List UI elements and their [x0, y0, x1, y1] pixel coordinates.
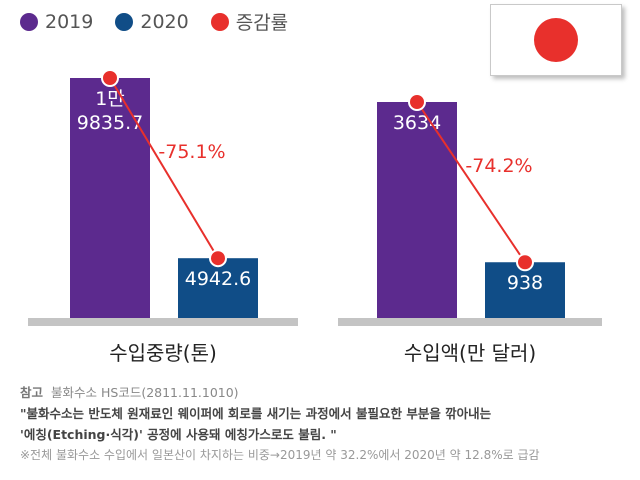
legend-swatch-2019 — [20, 12, 38, 31]
weight-value-label-2020: 4942.6 — [185, 268, 251, 290]
legend-label-2019: 2019 — [45, 10, 94, 33]
legend-swatch-change-rate — [210, 12, 229, 31]
bar-charts: 1만 9835.7 4942.6 -75.1% 수입중량(톤) 3634 938 -74.2%… — [28, 69, 602, 365]
legend-label-2020: 2020 — [140, 10, 189, 33]
reference-label: 참고 — [20, 385, 44, 400]
weight-change-line — [109, 77, 219, 259]
legend-item-change-rate: 증감률 — [210, 8, 289, 35]
amount-bar-2020 — [485, 262, 565, 318]
footnote: ※전체 불화수소 수입에서 일본산이 차지하는 비중→2019년 약 32.2%… — [20, 448, 540, 462]
weight-axis-label: 수입중량(톤) — [109, 341, 217, 365]
weight-change-label: -75.1% — [158, 141, 225, 163]
amount-baseline — [338, 318, 602, 326]
weight-change-dot-2019 — [101, 69, 119, 87]
amount-change-dot-2019 — [408, 93, 426, 111]
weight-bar-2020 — [178, 258, 258, 318]
amount-value-label-2019: 3634 — [393, 112, 441, 134]
weight-baseline — [28, 318, 298, 326]
legend-swatch-2020 — [115, 12, 134, 31]
amount-value-label-2020: 938 — [507, 272, 543, 294]
legend-label-change-rate: 증감률 — [235, 12, 289, 34]
definition-line-1: "불화수소는 반도체 원재료인 웨이퍼에 회로를 새기는 과정에서 불필요한 부… — [20, 406, 492, 421]
japan-flag-icon — [490, 4, 622, 76]
reference-line: 참고 불화수소 HS코드(2811.11.1010) — [20, 382, 620, 403]
amount-bar-2019 — [377, 102, 457, 318]
amount-axis-label: 수입액(만 달러) — [404, 341, 536, 365]
weight-value-label-2019: 1만 9835.7 — [77, 88, 143, 134]
amount-change-line — [416, 101, 526, 263]
flag-red-disc — [534, 18, 578, 62]
notes-section: 참고 불화수소 HS코드(2811.11.1010) "불화수소는 반도체 원재료… — [20, 382, 620, 466]
legend-item-2020: 2020 — [115, 10, 189, 33]
weight-change-dot-2020 — [209, 249, 227, 268]
hs-code-text: 불화수소 HS코드(2811.11.1010) — [51, 385, 239, 400]
legend-item-2019: 2019 — [20, 11, 93, 33]
legend: 2019 2020 증감률 — [20, 8, 310, 35]
definition-line-2: '에칭(Etching·식각)' 공정에 사용돼 에칭가스로도 불림. " — [20, 427, 337, 442]
amount-change-label: -74.2% — [465, 155, 532, 177]
amount-change-dot-2020 — [516, 253, 534, 272]
weight-bar-2019 — [70, 78, 150, 318]
